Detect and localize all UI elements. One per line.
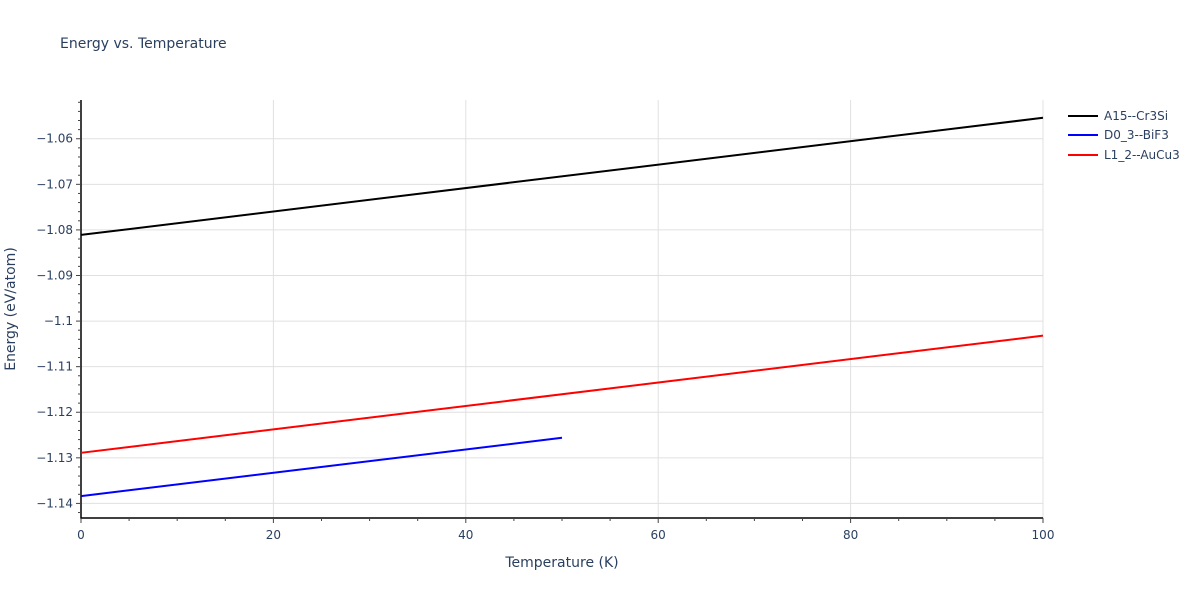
legend-swatch [1068, 114, 1098, 117]
chart-title: Energy vs. Temperature [60, 36, 227, 52]
y-tick-label: −1.12 [36, 405, 73, 419]
x-tick-label: 40 [458, 528, 473, 542]
y-tick-label: −1.08 [36, 223, 73, 237]
legend-item[interactable]: A15--Cr3Si [1068, 106, 1180, 126]
series-line[interactable] [80, 334, 1044, 454]
series-line[interactable] [80, 436, 563, 498]
legend-item[interactable]: D0_3--BiF3 [1068, 126, 1180, 146]
y-tick-label: −1.09 [36, 268, 73, 282]
legend: A15--Cr3Si D0_3--BiF3 L1_2--AuCu3 [1068, 106, 1180, 165]
y-tick-label: −1.1 [44, 314, 73, 328]
x-tick-label: 20 [266, 528, 281, 542]
y-tick-label: −1.13 [36, 451, 73, 465]
legend-item[interactable]: L1_2--AuCu3 [1068, 145, 1180, 165]
x-tick-label: 60 [651, 528, 666, 542]
y-tick-label: −1.11 [36, 360, 73, 374]
legend-swatch [1068, 134, 1098, 137]
x-axis-title: Temperature (K) [504, 555, 618, 571]
legend-label: L1_2--AuCu3 [1104, 147, 1180, 162]
y-tick-label: −1.14 [36, 496, 73, 510]
legend-label: A15--Cr3Si [1104, 108, 1169, 123]
x-tick-label: 80 [843, 528, 858, 542]
x-tick-label: 0 [77, 528, 85, 542]
x-tick-label: 100 [1032, 528, 1055, 542]
legend-swatch [1068, 153, 1098, 156]
y-tick-label: −1.07 [36, 177, 73, 191]
legend-label: D0_3--BiF3 [1104, 128, 1169, 143]
series-line[interactable] [80, 116, 1044, 236]
y-axis-title: Energy (eV/atom) [3, 247, 19, 371]
y-tick-label: −1.06 [36, 132, 73, 146]
